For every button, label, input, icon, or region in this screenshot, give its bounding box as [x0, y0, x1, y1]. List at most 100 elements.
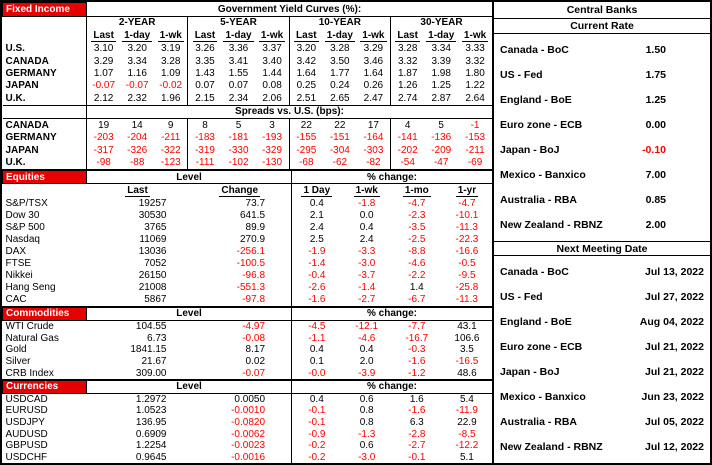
row-label: U.K. [2, 92, 87, 106]
bank-row: New Zealand - RBNZ 2.00 [494, 219, 710, 231]
value-cell: 3 [269, 119, 275, 131]
column-header-last: Last [87, 184, 189, 198]
pct-value: 0.0 [359, 210, 374, 221]
pct-change-header: % change: [291, 170, 492, 185]
spread-row: U.K. -98 -88 -123 -111 -102 -130 -68 -62 -82 -54 -4… [2, 156, 493, 169]
pct-value: -3.0 [358, 451, 376, 463]
pct-value: -2.6 [291, 281, 342, 294]
change-value: 89.9 [245, 222, 266, 234]
row-label: CRB Index [5, 367, 54, 379]
table-row: CRB Index 309.00 -0.07 -0.0 -3.9 -1.2 48.6 [3, 367, 493, 379]
spacer-cell [2, 104, 87, 120]
value-cell: -304 [329, 144, 350, 156]
value-cell: 2.34 [228, 92, 249, 104]
value-cell: -130 [262, 157, 283, 169]
table-row: Nasdaq 11069 270.9 2.5 2.4 -2.5 -22.3 [3, 233, 493, 246]
pct-value: -1.1 [291, 332, 342, 345]
value-cell: 8 [187, 118, 222, 132]
column-header-label: Last [294, 29, 319, 42]
value-cell: -164 [363, 132, 384, 144]
value-cell: -151 [329, 132, 350, 144]
yield-curves-title: Government Yield Curves (%): [86, 2, 492, 17]
pct-value: -2.2 [408, 270, 426, 282]
value-cell: 1.07 [93, 68, 114, 80]
value-cell: -204 [127, 132, 148, 144]
meeting-date: Jul 21, 2022 [645, 340, 704, 353]
column-header-label: 1-wk [157, 29, 184, 42]
row-label: U.K. [2, 156, 87, 169]
row-label: GERMANY [2, 131, 87, 145]
value-cell: -68 [288, 156, 323, 169]
value-cell: 2.06 [262, 92, 282, 104]
value-cell: 3.40 [262, 55, 282, 67]
rate-value: 1.75 [645, 68, 666, 81]
pct-value: 0.8 [359, 405, 374, 417]
value-cell: 1.55 [228, 68, 249, 80]
value-cell: 3.41 [228, 55, 249, 67]
pct-value: -11.9 [455, 405, 478, 417]
bank-name: England - BoE [500, 315, 572, 328]
bank-row: US - Fed 1.75 [494, 69, 710, 81]
value-cell: 0.08 [262, 80, 282, 92]
bank-name: Canada - BoC [500, 265, 569, 278]
column-header: 1-wk [458, 29, 492, 43]
bank-name: Australia - RBA [500, 416, 578, 429]
pct-value: -7.7 [408, 321, 426, 333]
change-value: -0.0062 [231, 428, 266, 440]
change-value: 8.17 [245, 344, 266, 356]
fi-title-row: Fixed Income Government Yield Curves (%)… [2, 2, 492, 17]
change-value: 641.5 [239, 210, 266, 221]
last-value: 104.55 [135, 321, 167, 333]
commodities-body: WTI Crude 104.55 -4.97 -4.5 -12.1 -7.7 43.1 Nat… [3, 320, 493, 379]
value-cell: 2.12 [93, 92, 114, 104]
row-label: GBPUSD [5, 440, 48, 452]
change-value: -0.0010 [231, 405, 266, 417]
row-label: Nasdaq [5, 234, 40, 246]
bank-name: Mexico - Banxico [500, 391, 586, 404]
level-header: Level [86, 307, 292, 321]
meeting-date: Jul 21, 2022 [645, 366, 704, 379]
value-cell: -326 [127, 144, 148, 156]
value-cell: -181 [228, 132, 249, 144]
table-row: USDCAD 1.2972 0.0050 0.4 0.6 1.6 5.4 [3, 393, 493, 406]
last-value: 5867 [144, 294, 167, 306]
fi-spreads-body: CANADA 19 14 9 8 5 3 22 22 17 4 5 -1 GERMANY -203 -204-… [2, 118, 493, 169]
value-cell: -88 [129, 157, 145, 169]
column-header-label: 1 Day [301, 184, 333, 197]
pct-value: 0.1 [291, 355, 342, 368]
change-value: -256.1 [236, 246, 266, 258]
change-value: 270.9 [239, 234, 266, 246]
maturity-header: 30-YEAR [390, 16, 492, 29]
pct-value: -16.7 [405, 332, 429, 344]
bank-name: Canada - BoC [500, 43, 569, 56]
change-value: -97.8 [242, 294, 266, 306]
value-cell: 1.77 [330, 68, 350, 80]
equities-body: S&P/TSX 19257 73.7 0.4 -1.8 -4.7 -4.7 Dow 30 305… [3, 197, 493, 306]
column-header-label: Last [192, 29, 218, 42]
value-cell: 3.20 [127, 43, 147, 55]
change-value: -4.97 [242, 321, 266, 333]
value-cell: 3.28 [160, 55, 181, 67]
bank-name: England - BoE [500, 93, 572, 106]
fi-yields-body: U.S. 3.10 3.20 3.19 3.26 3.36 3.37 3.20 3.28 3.29… [2, 42, 493, 106]
value-cell: 1.96 [160, 92, 181, 104]
value-cell: 22 [288, 118, 323, 132]
pct-value: -3.3 [358, 246, 376, 258]
fi-header: Fixed Income Government Yield Curves (%)… [2, 2, 492, 43]
equities-table: Equities Level % change: Last Change 1 D… [2, 169, 492, 306]
value-cell: 1.26 [390, 79, 425, 93]
value-cell: -54 [390, 156, 425, 169]
value-cell: 5 [438, 119, 444, 131]
pct-value: 6.3 [409, 417, 424, 429]
last-value: 21.67 [141, 356, 167, 367]
value-cell: 3.33 [465, 43, 485, 55]
pct-value: 22.9 [457, 417, 477, 429]
value-cell: -183 [187, 131, 222, 145]
column-header-label: 1-mo [402, 184, 431, 197]
pct-value: -10.1 [455, 210, 479, 221]
value-cell: 17 [367, 119, 379, 131]
pct-value: -0.3 [408, 344, 426, 356]
section-header-fixed-income: Fixed Income [2, 2, 87, 17]
value-cell: 1.22 [465, 80, 485, 92]
